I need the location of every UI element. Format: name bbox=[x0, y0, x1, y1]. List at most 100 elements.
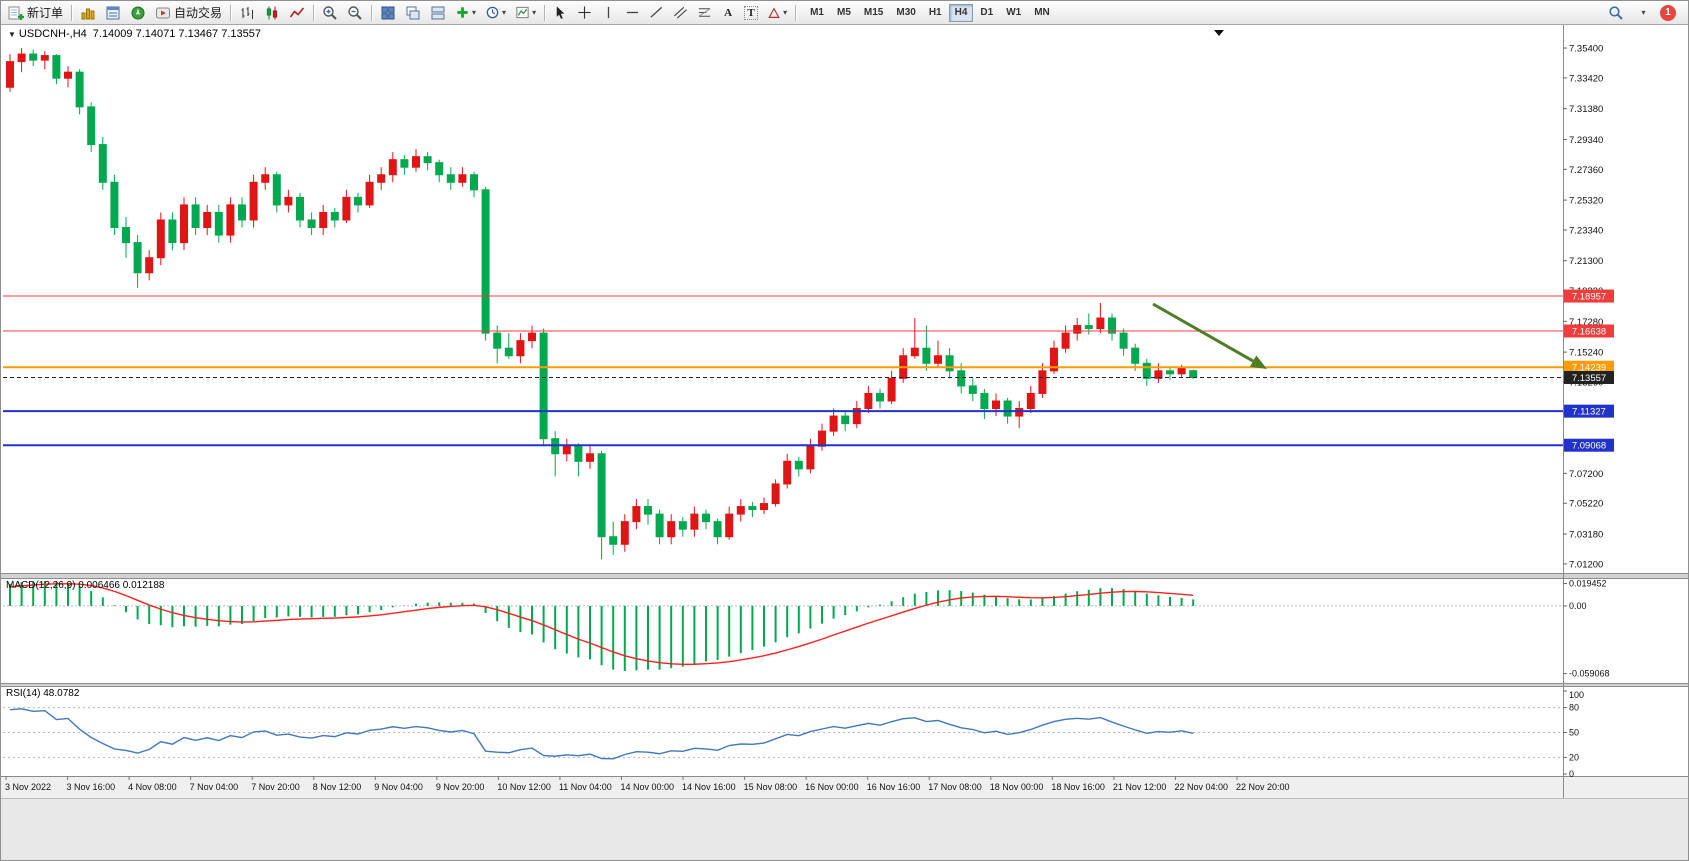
svg-text:3 Nov 16:00: 3 Nov 16:00 bbox=[67, 782, 116, 792]
templates-icon bbox=[516, 6, 529, 19]
timeframe-button-M15[interactable]: M15 bbox=[858, 4, 889, 22]
svg-text:7.11327: 7.11327 bbox=[1572, 407, 1606, 418]
svg-text:8 Nov 12:00: 8 Nov 12:00 bbox=[313, 782, 362, 792]
horizontal-line-button[interactable] bbox=[621, 3, 644, 23]
cursor-icon bbox=[556, 6, 565, 19]
toolbar-separator bbox=[544, 4, 546, 21]
toolbar-separator bbox=[71, 4, 73, 21]
timeframe-button-M5[interactable]: M5 bbox=[831, 4, 857, 22]
trend-arrow-annotation[interactable] bbox=[1152, 302, 1267, 369]
svg-text:50: 50 bbox=[1569, 728, 1579, 738]
cursor-button[interactable] bbox=[549, 3, 572, 23]
tile-windows-button[interactable] bbox=[376, 3, 400, 23]
line-chart-button[interactable] bbox=[285, 3, 309, 23]
candlestick-chart-icon bbox=[266, 6, 278, 19]
market-watch-icon bbox=[81, 8, 95, 19]
navigator-button[interactable] bbox=[126, 3, 150, 23]
svg-text:7.27360: 7.27360 bbox=[1569, 165, 1603, 176]
crosshair-button[interactable] bbox=[573, 3, 596, 23]
svg-text:15 Nov 08:00: 15 Nov 08:00 bbox=[744, 782, 798, 792]
svg-text:18 Nov 00:00: 18 Nov 00:00 bbox=[990, 782, 1044, 792]
timeframe-button-M1[interactable]: M1 bbox=[804, 4, 830, 22]
trendline-button[interactable] bbox=[645, 3, 668, 23]
panel-separator-rsi[interactable] bbox=[1, 683, 1689, 687]
chart-dropdown-icon[interactable]: ▼ bbox=[8, 30, 16, 39]
autotrade-button[interactable]: 自动交易 bbox=[151, 3, 226, 23]
indicators-button[interactable]: ▾ bbox=[451, 3, 480, 23]
svg-text:17 Nov 08:00: 17 Nov 08:00 bbox=[928, 782, 982, 792]
time-axis-strip[interactable] bbox=[1, 776, 1689, 798]
indicators-icon bbox=[457, 7, 468, 18]
notification-badge[interactable]: 1 bbox=[1660, 4, 1676, 21]
toolbar-overflow-button[interactable]: ▾ bbox=[1633, 3, 1655, 23]
chart-canvas[interactable]: 7.35400 7.33420 7.31380 7.29340 7.27360 7.253… bbox=[1, 25, 1689, 861]
zoom-out-button[interactable] bbox=[343, 3, 367, 23]
periods-clock-icon bbox=[486, 6, 499, 19]
new-order-icon bbox=[8, 6, 24, 20]
fibonacci-button[interactable] bbox=[693, 3, 716, 23]
chevron-down-icon: ▾ bbox=[532, 8, 537, 17]
svg-text:22 Nov 20:00: 22 Nov 20:00 bbox=[1236, 782, 1290, 792]
timeframe-button-MN[interactable]: MN bbox=[1028, 4, 1056, 22]
svg-text:14 Nov 00:00: 14 Nov 00:00 bbox=[621, 782, 675, 792]
panel-separator-macd[interactable] bbox=[1, 573, 1689, 579]
svg-text:7.33420: 7.33420 bbox=[1569, 73, 1603, 84]
timeframe-button-H1[interactable]: H1 bbox=[923, 4, 948, 22]
text-tool-button[interactable]: A bbox=[717, 3, 739, 23]
market-watch-button[interactable] bbox=[76, 3, 100, 23]
toolbar-separator bbox=[371, 4, 373, 21]
svg-text:9 Nov 20:00: 9 Nov 20:00 bbox=[436, 782, 485, 792]
svg-text:7.25320: 7.25320 bbox=[1569, 196, 1603, 207]
arrange-windows-button[interactable] bbox=[426, 3, 450, 23]
svg-text:7.17280: 7.17280 bbox=[1569, 317, 1603, 328]
cascade-windows-button[interactable] bbox=[401, 3, 425, 23]
price-level-label bbox=[1564, 324, 1614, 338]
zoom-in-button[interactable] bbox=[318, 3, 342, 23]
timeframe-button-D1[interactable]: D1 bbox=[974, 4, 999, 22]
timeframe-button-M30[interactable]: M30 bbox=[890, 4, 921, 22]
bars-chart-button[interactable] bbox=[235, 3, 259, 23]
templates-button[interactable]: ▾ bbox=[511, 3, 540, 23]
label-tool-button[interactable]: T bbox=[740, 3, 762, 23]
price-level-label bbox=[1564, 438, 1614, 452]
periods-button[interactable]: ▾ bbox=[481, 3, 510, 23]
macd-axis[interactable]: 0.019452 0.00 -0.059068 bbox=[1563, 579, 1610, 679]
timeframe-button-W1[interactable]: W1 bbox=[1000, 4, 1027, 22]
text-tool-icon: A bbox=[724, 6, 733, 19]
svg-text:7.15240: 7.15240 bbox=[1569, 348, 1603, 359]
price-level-label bbox=[1564, 360, 1614, 374]
line-chart-icon bbox=[289, 6, 305, 17]
candlestick-series bbox=[6, 48, 1198, 560]
svg-text:7.35400: 7.35400 bbox=[1569, 44, 1603, 55]
new-order-button[interactable]: 新订单 bbox=[4, 3, 67, 23]
toolbar-right-group: ▾ 1 bbox=[1604, 3, 1685, 23]
fibonacci-icon bbox=[698, 8, 711, 17]
data-window-button[interactable] bbox=[101, 3, 125, 23]
rsi-name: RSI(14) bbox=[6, 688, 41, 699]
chevron-down-icon: ▾ bbox=[783, 8, 788, 17]
scroll-marker-icon[interactable] bbox=[1214, 30, 1224, 36]
svg-text:7.01200: 7.01200 bbox=[1569, 559, 1603, 570]
svg-text:0.00: 0.00 bbox=[1569, 601, 1587, 611]
horizontal-line-icon bbox=[626, 11, 639, 14]
data-window-icon bbox=[106, 6, 120, 19]
svg-text:7.09068: 7.09068 bbox=[1572, 441, 1606, 452]
chart-ohlc-values: 7.14009 7.14071 7.13467 7.13557 bbox=[92, 28, 261, 40]
shapes-button[interactable]: ▾ bbox=[763, 3, 791, 23]
svg-text:0.019452: 0.019452 bbox=[1569, 579, 1607, 589]
rsi-axis[interactable]: 100 80 50 20 0 bbox=[1563, 690, 1584, 779]
rsi-value: 48.0782 bbox=[43, 688, 80, 699]
svg-text:7.05220: 7.05220 bbox=[1569, 499, 1603, 510]
chevron-down-icon: ▾ bbox=[502, 8, 507, 17]
time-axis[interactable]: 3 Nov 2022 3 Nov 16:00 4 Nov 08:00 7 Nov 04… bbox=[5, 776, 1290, 792]
toolbar-separator bbox=[795, 4, 797, 21]
channel-button[interactable] bbox=[669, 3, 692, 23]
svg-text:0: 0 bbox=[1569, 769, 1574, 779]
vertical-line-button[interactable] bbox=[597, 3, 620, 23]
candlestick-chart-button[interactable] bbox=[260, 3, 284, 23]
vertical-line-icon bbox=[607, 6, 610, 19]
search-button[interactable] bbox=[1604, 3, 1628, 23]
timeframe-button-H4[interactable]: H4 bbox=[948, 3, 974, 22]
autotrade-label: 自动交易 bbox=[174, 6, 223, 20]
